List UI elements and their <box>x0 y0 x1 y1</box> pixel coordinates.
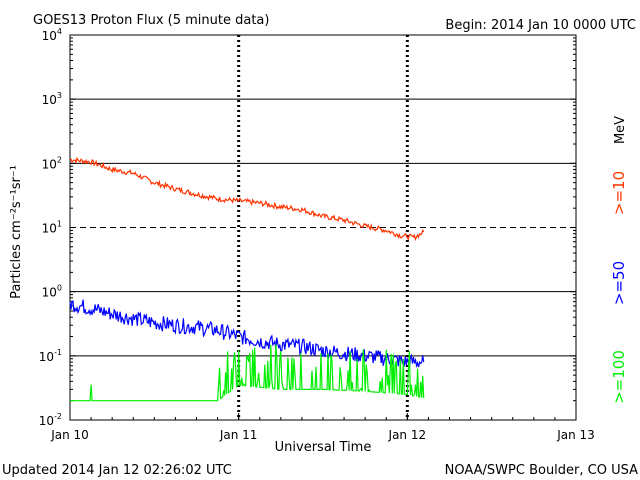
y-tick-label: 100 <box>42 284 62 300</box>
x-tick-label: Jan 13 <box>556 428 595 442</box>
series-line-ge100 <box>70 344 425 402</box>
y-tick-label: 10-1 <box>39 348 62 364</box>
y-tick-labels: 104 103 102 101 100 10-1 10-2 <box>39 27 576 428</box>
y-tick-label: 101 <box>42 220 62 236</box>
x-axis-label: Universal Time <box>275 440 372 455</box>
x-tick-labels: Jan 10 Jan 11 Jan 12 Jan 13 <box>50 413 595 442</box>
y-tick-label: 104 <box>42 27 62 43</box>
y-tick-label: 102 <box>42 155 62 171</box>
grid-lines <box>70 98 576 357</box>
legend-ge100: >=100 <box>610 350 628 404</box>
y-tick-label: 103 <box>42 91 62 107</box>
series-line-ge50 <box>69 299 425 369</box>
updated-timestamp: Updated 2014 Jan 12 02:26:02 UTC <box>2 463 232 478</box>
legend-units-mev: MeV <box>613 116 628 144</box>
series-line-ge10 <box>69 156 425 242</box>
legend-ge10: >=10 <box>610 171 628 215</box>
x-tick-label: Jan 11 <box>219 428 258 442</box>
x-tick-label: Jan 12 <box>388 428 427 442</box>
y-axis-label: Particles cm⁻²s⁻¹sr⁻¹ <box>9 165 24 299</box>
series-lines <box>69 156 425 402</box>
x-tick-label: Jan 10 <box>50 428 89 442</box>
legend-ge50: >=50 <box>610 261 628 305</box>
y-tick-label: 10-2 <box>39 412 62 428</box>
chart-title: GOES13 Proton Flux (5 minute data) <box>33 13 269 28</box>
credit-text: NOAA/SWPC Boulder, CO USA <box>445 463 638 478</box>
begin-time: Begin: 2014 Jan 10 0000 UTC <box>445 18 636 33</box>
